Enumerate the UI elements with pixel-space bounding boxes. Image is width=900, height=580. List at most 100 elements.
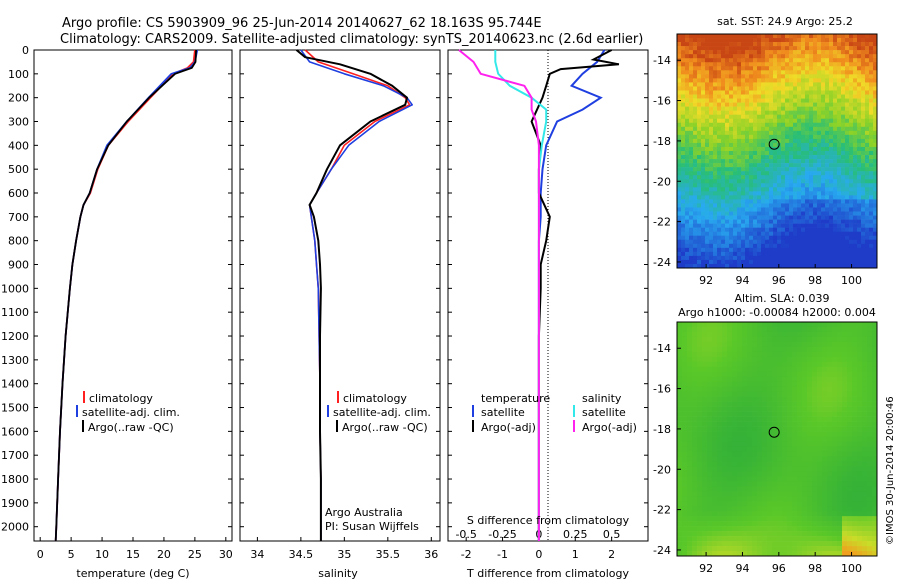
sst-cell [801,151,806,156]
sst-cell [733,70,738,75]
sla-cell [802,546,808,552]
sla-cell [682,381,688,388]
sst-cell [845,50,850,55]
sst-cell [693,38,698,43]
sst-cell [813,259,818,265]
sst-cell [793,146,798,152]
sst-cell [809,191,814,196]
sla-cell [677,396,683,402]
sla-cell [872,386,878,393]
sst-cell [785,86,790,91]
sst-cell [821,155,826,160]
sst-cell [841,263,846,269]
sst-cell [809,243,814,249]
sla-cell [717,461,723,467]
sst-cell [789,207,794,212]
sla-cell [697,401,703,407]
sst-cell [693,171,698,176]
sst-cell [725,175,730,180]
sst-cell [761,195,766,200]
sla-cell [872,426,878,432]
sst-cell [733,142,738,148]
sst-cell [869,183,874,188]
sst-cell [701,151,706,156]
sla-cell [747,541,753,547]
sst-cell [741,146,746,152]
sst-cell [685,251,690,257]
sst-cell [849,187,854,192]
sst-cell [713,207,718,212]
sla-cell [757,386,763,393]
sst-cell [817,138,822,144]
sst-cell [801,183,806,188]
sst-cell [825,90,830,95]
sst-cell [725,247,730,253]
sla-cell [807,476,813,482]
sla-cell [797,516,803,522]
sla-cell [837,351,843,358]
sst-cell [765,175,770,180]
sst-cell [705,58,710,63]
sst-cell [761,183,766,188]
sla-cell [872,536,878,542]
sst-cell [765,62,770,67]
sla-cell [697,421,703,427]
sla-cell [702,396,708,402]
sst-cell [801,42,806,47]
sst-cell [829,86,834,91]
sla-cell [792,346,798,353]
sst-cell [693,86,698,91]
sst-cell [849,138,854,144]
sst-cell [753,239,758,245]
sst-cell [765,46,770,51]
sst-cell [741,255,746,261]
sla-cell [797,401,803,407]
sla-cell [807,426,813,432]
sla-cell [782,501,788,507]
sst-cell [777,134,782,140]
sst-cell [689,175,694,180]
sst-cell [741,195,746,200]
sst-cell [693,215,698,220]
sst-cell [845,110,850,115]
sla-cell [757,346,763,353]
sst-cell [861,66,866,71]
sst-cell [765,211,770,216]
sla-cell [872,431,878,437]
sla-cell [817,466,823,472]
sst-cell [741,50,746,55]
sla-cell [807,381,813,388]
sst-cell [789,134,794,140]
sst-cell [745,106,750,111]
sla-cell [757,516,763,522]
sla-cell [852,466,858,472]
sst-cell [685,82,690,87]
sst-cell [761,78,766,83]
sst-cell [761,74,766,79]
sst-cell [805,142,810,148]
sst-cell [841,134,846,140]
sst-cell [709,46,714,51]
sst-cell [853,207,858,212]
sst-cell [773,247,778,253]
sst-cell [701,227,706,232]
sst-cell [853,151,858,156]
sst-cell [793,219,798,224]
sst-cell [773,94,778,99]
sst-cell [737,231,742,237]
sst-cell [733,42,738,47]
sst-cell [745,263,750,269]
sla-cell [807,371,813,378]
sst-cell [677,110,682,115]
s-tick-label: 0.5 [603,528,621,541]
sst-cell [725,151,730,156]
depth-tick-label: 400 [8,139,29,152]
sst-cell [681,179,686,184]
sst-cell [849,142,854,148]
sst-cell [757,163,762,168]
sst-cell [745,167,750,172]
sst-cell [793,243,798,249]
sla-cell [692,322,698,328]
sst-cell [845,259,850,265]
sst-cell [781,62,786,67]
